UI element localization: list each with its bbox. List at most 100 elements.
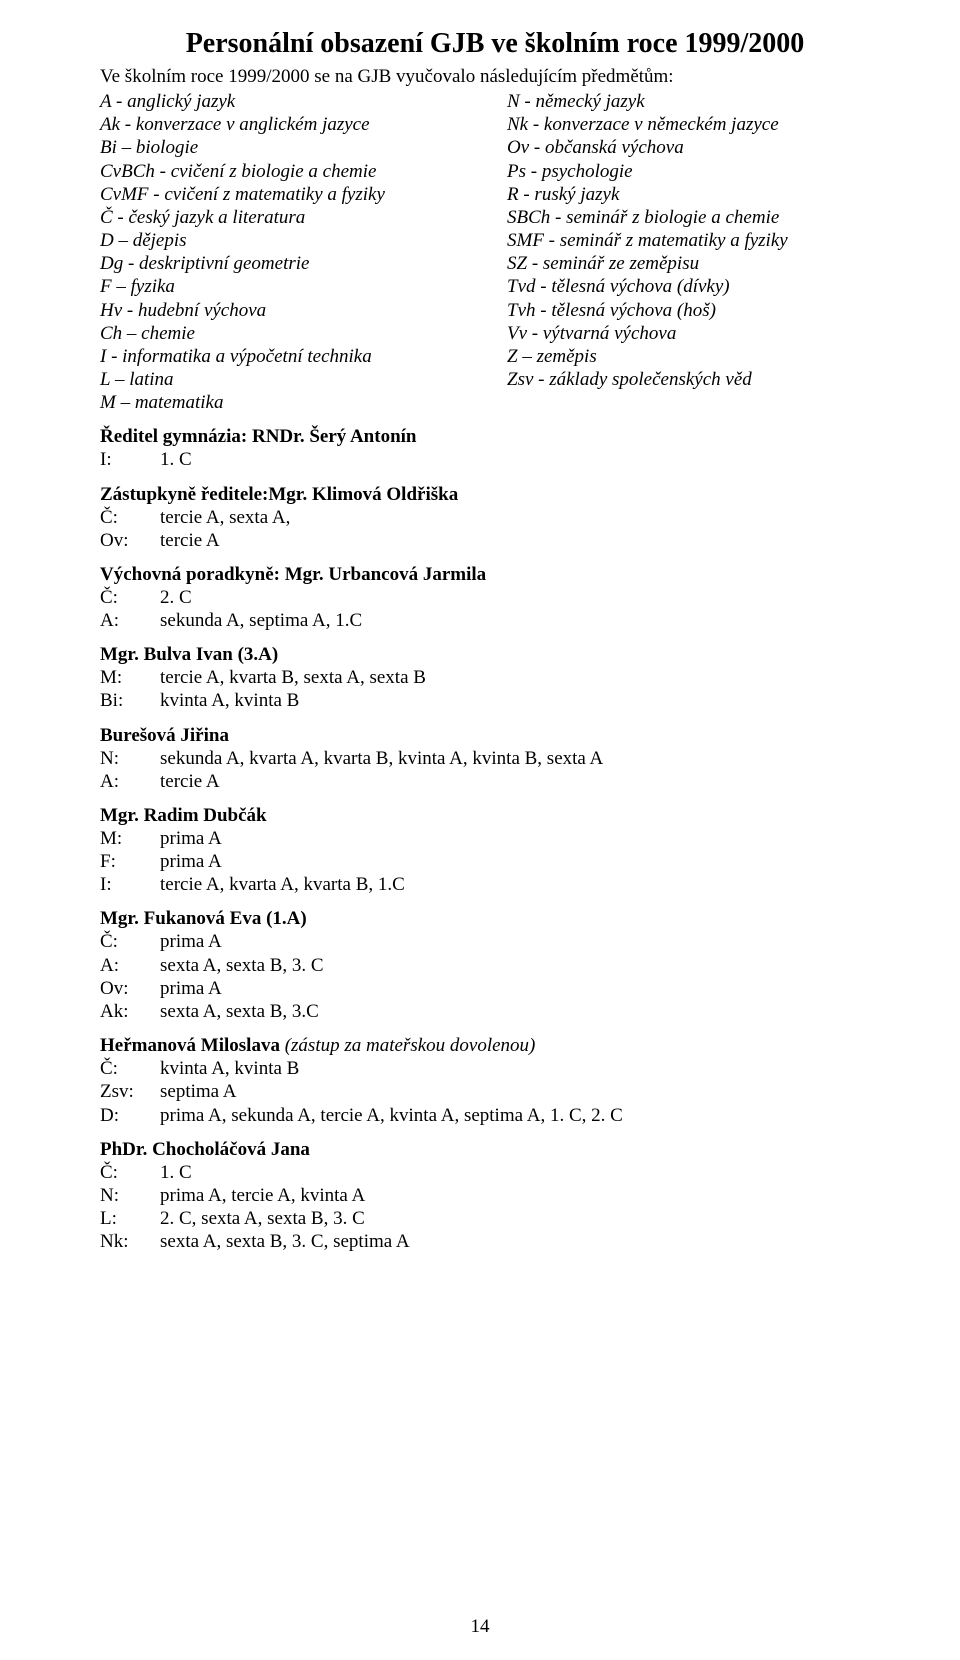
assignment-label: L: [100, 1207, 160, 1230]
assignment-value: sekunda A, septima A, 1.C [160, 609, 362, 632]
staff-note: (zástup za mateřskou dovolenou) [280, 1035, 535, 1056]
assignment-label: Ov: [100, 529, 160, 552]
definition-item: Ps - psychologie [507, 160, 890, 183]
assignment-row: M:tercie A, kvarta B, sexta A, sexta B [100, 666, 890, 689]
assignment-label: N: [100, 747, 160, 770]
assignment-value: sexta A, sexta B, 3. C, septima A [160, 1230, 410, 1253]
page-number: 14 [0, 1616, 960, 1638]
definition-item: CvBCh - cvičení z biologie a chemie [100, 160, 483, 183]
assignment-row: Bi:kvinta A, kvinta B [100, 689, 890, 712]
assignment-label: Č: [100, 506, 160, 529]
staff-name: Mgr. Radim Dubčák [100, 805, 267, 826]
definition-item: R - ruský jazyk [507, 183, 890, 206]
staff-section: Výchovná poradkyně: Mgr. Urbancová Jarmi… [100, 564, 890, 632]
assignment-label: Č: [100, 586, 160, 609]
assignment-label: N: [100, 1184, 160, 1207]
assignment-value: tercie A [160, 529, 220, 552]
staff-name-heading: Heřmanová Miloslava (zástup za mateřskou… [100, 1035, 890, 1057]
staff-sections: Ředitel gymnázia: RNDr. Šerý AntonínI:1.… [100, 426, 890, 1253]
definition-item: Bi – biologie [100, 136, 483, 159]
assignment-label: I: [100, 448, 160, 471]
staff-name: Mgr. Fukanová Eva (1.A) [100, 908, 307, 929]
assignment-label: Nk: [100, 1230, 160, 1253]
assignment-row: Č:prima A [100, 930, 890, 953]
staff-name-heading: Burešová Jiřina [100, 725, 890, 747]
definition-item: F – fyzika [100, 275, 483, 298]
staff-section: Burešová JiřinaN:sekunda A, kvarta A, kv… [100, 725, 890, 793]
staff-name-heading: Mgr. Fukanová Eva (1.A) [100, 908, 890, 930]
definitions-columns: A - anglický jazykAk - konverzace v angl… [100, 90, 890, 414]
page-title: Personální obsazení GJB ve školním roce … [100, 28, 890, 60]
assignment-row: I:tercie A, kvarta A, kvarta B, 1.C [100, 873, 890, 896]
assignment-row: M:prima A [100, 827, 890, 850]
assignment-value: prima A [160, 977, 222, 1000]
staff-section: PhDr. Chocholáčová JanaČ:1. CN:prima A, … [100, 1139, 890, 1254]
assignment-row: N:prima A, tercie A, kvinta A [100, 1184, 890, 1207]
assignment-value: tercie A, kvarta A, kvarta B, 1.C [160, 873, 405, 896]
staff-section: Heřmanová Miloslava (zástup za mateřskou… [100, 1035, 890, 1127]
assignment-value: prima A [160, 930, 222, 953]
assignment-row: A:sexta A, sexta B, 3. C [100, 954, 890, 977]
definition-item: Č - český jazyk a literatura [100, 206, 483, 229]
assignment-row: Zsv:septima A [100, 1080, 890, 1103]
definition-item: CvMF - cvičení z matematiky a fyziky [100, 183, 483, 206]
definitions-right: N - německý jazykNk - konverzace v němec… [507, 90, 890, 414]
definitions-left: A - anglický jazykAk - konverzace v angl… [100, 90, 483, 414]
staff-name-heading: Zástupkyně ředitele:Mgr. Klimová Oldřišk… [100, 484, 890, 506]
assignment-row: A:tercie A [100, 770, 890, 793]
assignment-value: tercie A, sexta A, [160, 506, 290, 529]
definition-item: Nk - konverzace v německém jazyce [507, 113, 890, 136]
assignment-value: prima A, tercie A, kvinta A [160, 1184, 365, 1207]
assignment-label: A: [100, 954, 160, 977]
assignment-label: D: [100, 1104, 160, 1127]
assignment-value: kvinta A, kvinta B [160, 1057, 299, 1080]
definition-item: Zsv - základy společenských věd [507, 368, 890, 391]
assignment-label: Zsv: [100, 1080, 160, 1103]
definition-item: I - informatika a výpočetní technika [100, 345, 483, 368]
definition-item: Dg - deskriptivní geometrie [100, 252, 483, 275]
page: Personální obsazení GJB ve školním roce … [0, 0, 960, 1660]
assignment-row: L:2. C, sexta A, sexta B, 3. C [100, 1207, 890, 1230]
assignment-value: tercie A, kvarta B, sexta A, sexta B [160, 666, 426, 689]
definition-item: SZ - seminář ze zeměpisu [507, 252, 890, 275]
assignment-row: Č:2. C [100, 586, 890, 609]
assignment-value: 2. C [160, 586, 192, 609]
definition-item: M – matematika [100, 391, 483, 414]
definition-item: N - německý jazyk [507, 90, 890, 113]
definition-item: Ov - občanská výchova [507, 136, 890, 159]
staff-name: Ředitel gymnázia: RNDr. Šerý Antonín [100, 426, 417, 447]
staff-name: Heřmanová Miloslava [100, 1035, 280, 1056]
staff-name-heading: Ředitel gymnázia: RNDr. Šerý Antonín [100, 426, 890, 448]
assignment-row: Ov:prima A [100, 977, 890, 1000]
staff-section: Mgr. Fukanová Eva (1.A)Č:prima AA:sexta … [100, 908, 890, 1023]
assignment-label: F: [100, 850, 160, 873]
assignment-label: Č: [100, 1161, 160, 1184]
assignment-label: A: [100, 609, 160, 632]
assignment-value: 2. C, sexta A, sexta B, 3. C [160, 1207, 365, 1230]
definition-item: D – dějepis [100, 229, 483, 252]
assignment-label: M: [100, 666, 160, 689]
assignment-row: Č:kvinta A, kvinta B [100, 1057, 890, 1080]
staff-section: Ředitel gymnázia: RNDr. Šerý AntonínI:1.… [100, 426, 890, 471]
staff-name: Zástupkyně ředitele:Mgr. Klimová Oldřišk… [100, 484, 458, 505]
assignment-value: 1. C [160, 1161, 192, 1184]
assignment-value: prima A, sekunda A, tercie A, kvinta A, … [160, 1104, 623, 1127]
staff-name-heading: Mgr. Bulva Ivan (3.A) [100, 644, 890, 666]
staff-name: Mgr. Bulva Ivan (3.A) [100, 644, 278, 665]
assignment-label: Ov: [100, 977, 160, 1000]
assignment-label: Č: [100, 930, 160, 953]
assignment-label: M: [100, 827, 160, 850]
assignment-value: prima A [160, 850, 222, 873]
staff-name: PhDr. Chocholáčová Jana [100, 1139, 310, 1160]
definition-item: Vv - výtvarná výchova [507, 322, 890, 345]
staff-name-heading: PhDr. Chocholáčová Jana [100, 1139, 890, 1161]
assignment-row: I:1. C [100, 448, 890, 471]
assignment-value: septima A [160, 1080, 237, 1103]
staff-section: Mgr. Radim DubčákM:prima AF:prima AI:ter… [100, 805, 890, 897]
assignment-row: F:prima A [100, 850, 890, 873]
assignment-row: Č:tercie A, sexta A, [100, 506, 890, 529]
staff-name-heading: Výchovná poradkyně: Mgr. Urbancová Jarmi… [100, 564, 890, 586]
definition-item: Z – zeměpis [507, 345, 890, 368]
definition-item: Tvd - tělesná výchova (dívky) [507, 275, 890, 298]
assignment-value: sekunda A, kvarta A, kvarta B, kvinta A,… [160, 747, 603, 770]
